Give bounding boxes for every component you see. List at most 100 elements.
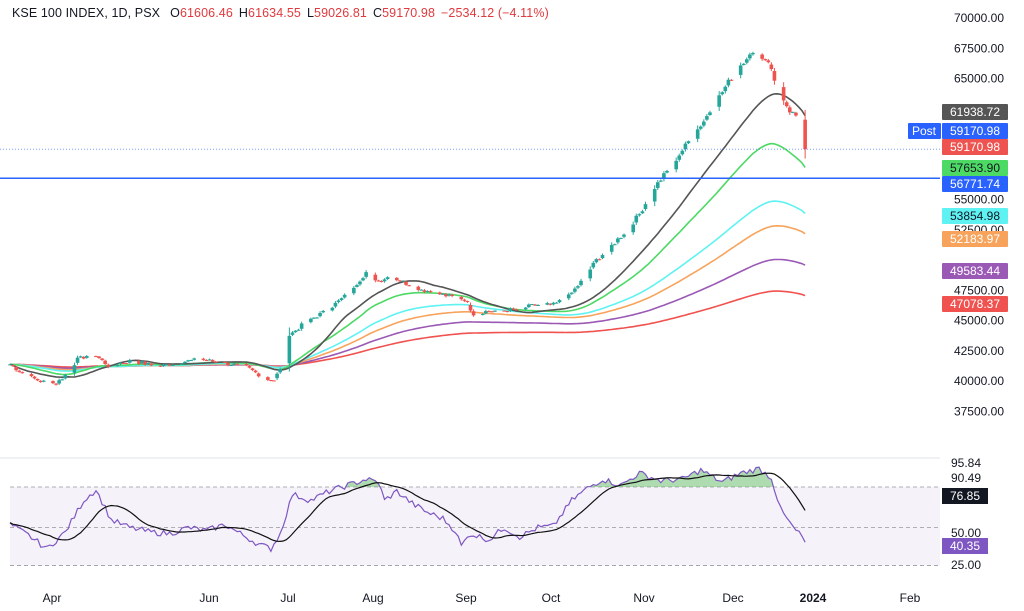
rsi-value-badge	[942, 488, 988, 504]
candle-up	[545, 303, 550, 305]
candle-up	[637, 214, 642, 216]
candle-up	[726, 79, 731, 86]
price-axis-tick: 37500.00	[954, 405, 1004, 419]
candle-up	[619, 237, 623, 239]
high-label: H	[238, 6, 249, 20]
candle-up	[127, 360, 132, 363]
candle-up	[189, 360, 193, 362]
low-value: 59026.81	[314, 6, 367, 20]
candle-down	[597, 259, 602, 261]
candle-down	[272, 380, 276, 382]
candle-up	[600, 255, 605, 259]
candle-up	[84, 356, 89, 358]
candle-up	[570, 292, 574, 294]
candle-up	[683, 143, 688, 150]
price-label-text: 59170.98	[950, 124, 1000, 138]
candle-down	[32, 376, 37, 379]
price-label-badge	[942, 104, 1008, 120]
candle-down	[787, 107, 792, 113]
candle-down	[51, 381, 55, 384]
candle-down	[465, 301, 470, 303]
candle-up	[183, 361, 187, 364]
candle-up	[695, 129, 700, 139]
candle-up	[557, 300, 562, 303]
candle-up	[361, 278, 365, 281]
candle-up	[339, 298, 344, 301]
candle-down	[398, 280, 402, 282]
candle-down	[395, 277, 399, 281]
candle-up	[8, 364, 12, 366]
price-axis-tick: 40000.00	[954, 374, 1004, 388]
candle-up	[484, 311, 488, 314]
candle-down	[97, 356, 101, 359]
candle-up	[312, 317, 316, 319]
candle-down	[471, 311, 476, 316]
candle-up	[680, 150, 685, 155]
candle-up	[170, 364, 175, 366]
close-value: 59170.98	[382, 6, 436, 20]
price-axis-tick: 45000.00	[954, 314, 1004, 328]
candle-down	[379, 281, 384, 283]
candle-down	[158, 365, 163, 367]
ma-line-ma_red	[9, 290, 806, 368]
price-label-badge	[942, 296, 1008, 312]
candle-down	[505, 311, 510, 313]
candle-up	[791, 111, 795, 113]
candle-up	[278, 368, 282, 373]
candle-down	[29, 374, 34, 377]
candle-up	[551, 302, 556, 305]
candle-up	[480, 314, 485, 316]
candle-up	[192, 358, 196, 360]
candle-down	[766, 60, 771, 63]
chart-header: KSE 100 INDEX, 1D, PSX O61606.46 H61634.55…	[12, 6, 555, 20]
candle-up	[321, 310, 325, 313]
candle-down	[38, 380, 43, 383]
rsi-axis-tick: 90.49	[951, 471, 981, 485]
candle-down	[201, 358, 206, 360]
high-value: 61634.55	[248, 6, 301, 20]
candle-up	[60, 379, 64, 381]
candle-up	[161, 364, 166, 367]
candle-down	[444, 294, 448, 297]
candle-down	[124, 363, 129, 365]
price-label-text: 53854.98	[950, 209, 1000, 223]
candle-down	[784, 102, 789, 107]
candle-up	[342, 294, 347, 298]
candle-down	[250, 368, 255, 371]
candle-down	[256, 373, 261, 377]
candle-up	[118, 362, 123, 365]
ma-line-ma_cyan	[9, 200, 806, 372]
candle-down	[459, 296, 464, 300]
candle-up	[57, 380, 61, 384]
candle-up	[336, 300, 341, 303]
candle-up	[355, 285, 359, 287]
rsi-band-fill	[10, 486, 940, 566]
candle-up	[720, 92, 725, 95]
candle-down	[450, 294, 454, 297]
candle-up	[674, 160, 678, 170]
price-label-badge	[942, 160, 1008, 176]
candle-up	[180, 363, 184, 365]
candle-up	[72, 365, 77, 373]
candle-down	[416, 286, 421, 290]
candle-down	[548, 303, 553, 305]
candle-down	[794, 112, 798, 116]
candle-up	[745, 59, 749, 63]
candle-up	[698, 126, 703, 129]
ma-line-ma_purple	[9, 258, 806, 370]
candle-up	[299, 323, 304, 329]
candle-down	[223, 361, 227, 363]
candle-up	[41, 380, 46, 382]
rsi-axis-tick: 25.00	[951, 558, 981, 572]
candle-up	[318, 312, 322, 317]
candle-up	[419, 289, 424, 291]
candle-down	[210, 359, 215, 362]
candle-down	[94, 356, 98, 358]
candle-up	[425, 290, 430, 292]
candle-down	[490, 311, 494, 313]
candle-down	[769, 64, 774, 70]
candle-down	[20, 372, 25, 374]
ma-line-ma_orange	[9, 224, 806, 371]
candle-down	[511, 308, 516, 310]
